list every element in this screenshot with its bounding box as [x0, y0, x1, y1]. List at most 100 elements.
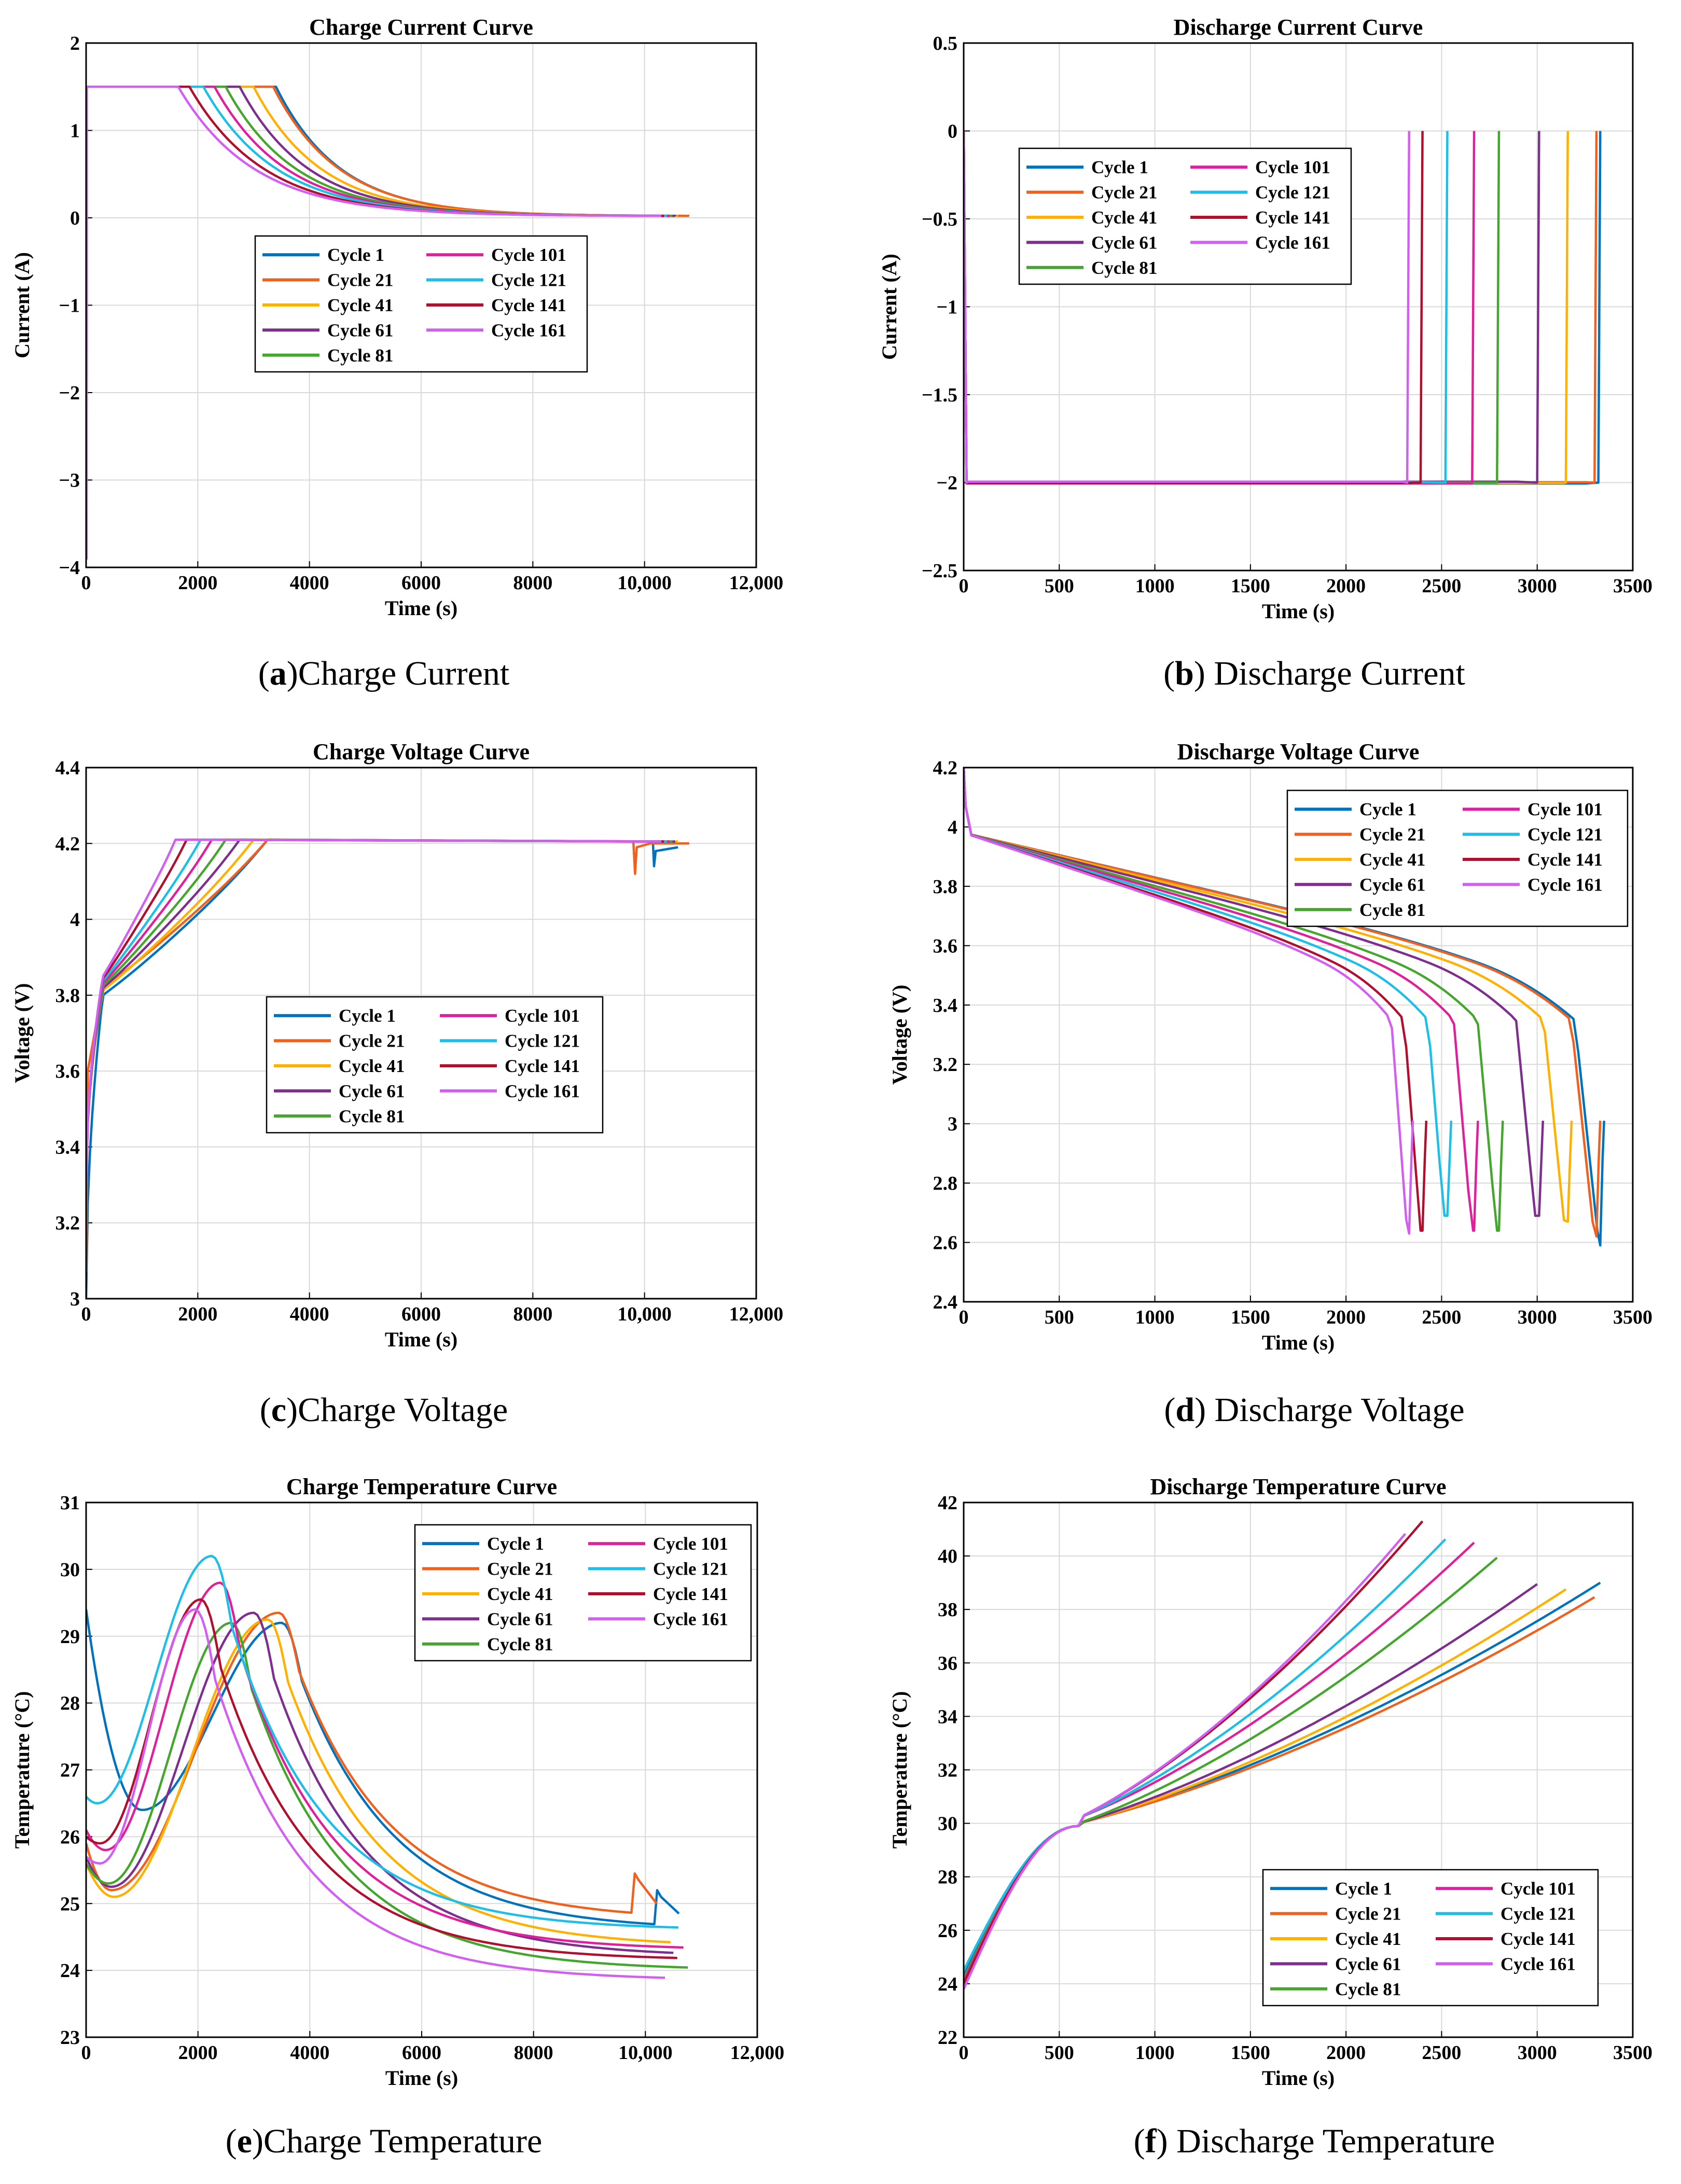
legend-label: Cycle 21	[1091, 183, 1157, 203]
series-line-cycle-121	[86, 1554, 679, 1929]
x-tick-label: 12,000	[729, 1303, 784, 1325]
series-line-cycle-81	[86, 1621, 688, 1969]
legend-label: Cycle 121	[653, 1559, 728, 1579]
caption-open-paren: (	[1134, 2122, 1145, 2160]
x-tick-label: 1000	[1135, 575, 1175, 597]
x-tick-label: 3500	[1613, 575, 1652, 597]
legend-label: Cycle 1	[1091, 157, 1148, 177]
legend-label: Cycle 21	[1335, 1904, 1401, 1924]
x-tick-label: 8000	[514, 2042, 553, 2064]
y-tick-label: 3.2	[933, 1054, 958, 1076]
series-line-cycle-101	[964, 768, 1479, 1232]
chart-panel-f: 0 500 1000 1500 2000 2500 3000 3500 22 24 26 28 30 32…	[888, 1474, 1652, 2160]
legend: Cycle 1 Cycle 21 Cycle 41 Cycle 61 Cycle 81 C…	[1262, 1869, 1599, 2007]
caption-close-paren: )	[1194, 1391, 1206, 1429]
legend-label: Cycle 161	[1527, 874, 1603, 895]
plot-frame	[85, 42, 757, 568]
legend-label: Cycle 101	[1501, 1879, 1576, 1899]
legend-label: Cycle 41	[1359, 850, 1425, 870]
panel-caption: (b) Discharge Current	[1163, 655, 1465, 692]
y-tick-label: 3.4	[933, 995, 958, 1017]
legend-label: Cycle 21	[339, 1031, 405, 1051]
chart-title: Discharge Voltage Curve	[1177, 739, 1420, 764]
y-axis-label: Voltage (V)	[10, 983, 34, 1083]
legend-label: Cycle 81	[487, 1634, 553, 1654]
legend: Cycle 1 Cycle 21 Cycle 41 Cycle 61 Cycle 81 C…	[254, 235, 588, 373]
y-tick-label: 30	[60, 1559, 80, 1581]
caption-close-paren: )	[1194, 655, 1205, 692]
chart-title: Discharge Temperature Curve	[1150, 1474, 1446, 1499]
legend-label: Cycle 41	[1335, 1929, 1401, 1949]
y-tick-label: 4.4	[55, 757, 80, 779]
x-axis-label: Time (s)	[385, 2066, 458, 2090]
caption-close-paren: )	[286, 1391, 298, 1429]
caption-open-paren: (	[1164, 1391, 1175, 1429]
x-tick-label: 3000	[1518, 1306, 1557, 1328]
legend-label: Cycle 161	[1255, 232, 1330, 253]
x-tick-label: 500	[1045, 1306, 1074, 1328]
y-tick-label: −4	[59, 557, 80, 579]
y-tick-label: 2	[70, 33, 80, 54]
y-axis-label: Temperature (°C)	[10, 1691, 34, 1849]
x-tick-label: 500	[1045, 575, 1074, 597]
legend-label: Cycle 121	[1527, 825, 1603, 845]
series-line-cycle-61	[86, 1611, 674, 1954]
chart-panel-d: 0 500 1000 1500 2000 2500 3000 3500 2.4 2.6 2.8 3 3.…	[888, 739, 1652, 1429]
series-group	[86, 1554, 688, 1979]
legend-label: Cycle 61	[1335, 1954, 1401, 1974]
panel-caption: (a)Charge Current	[258, 655, 509, 692]
caption-close-paren: )	[252, 2122, 263, 2160]
x-tick-label: 3500	[1613, 1306, 1652, 1328]
y-tick-label: 4	[948, 816, 957, 838]
legend-label: Cycle 61	[339, 1081, 405, 1101]
legend: Cycle 1 Cycle 21 Cycle 41 Cycle 61 Cycle 81 C…	[266, 996, 604, 1134]
y-tick-label: 24	[938, 1973, 957, 1995]
y-tick-label: 32	[938, 1760, 957, 1782]
x-tick-label: 2000	[1326, 2042, 1366, 2064]
legend-label: Cycle 101	[505, 1006, 580, 1026]
legend-label: Cycle 81	[1091, 258, 1157, 278]
x-axis-label: Time (s)	[1262, 2066, 1335, 2090]
legend-label: Cycle 101	[1527, 799, 1603, 819]
y-tick-label: 3.8	[933, 876, 958, 898]
x-tick-label: 3000	[1518, 575, 1557, 597]
x-tick-label: 1000	[1135, 2042, 1175, 2064]
legend-label: Cycle 1	[327, 245, 384, 265]
y-tick-label: 30	[938, 1813, 957, 1835]
panel-caption: (f) Discharge Temperature	[1134, 2122, 1495, 2160]
y-tick-label: 0	[948, 121, 957, 143]
y-tick-label: 4	[70, 909, 80, 931]
legend-label: Cycle 81	[339, 1106, 405, 1126]
x-axis-label: Time (s)	[385, 1328, 457, 1351]
chart-panel-a: 0 2000 4000 6000 8000 10,000 12,000 −4 −3 −2 −1 0 1 2…	[10, 15, 783, 692]
series-line-cycle-1	[86, 1609, 680, 1926]
plot-frame	[963, 42, 1634, 572]
y-tick-label: −3	[59, 470, 80, 492]
x-tick-label: 3500	[1613, 2042, 1652, 2064]
chart-title: Charge Current Curve	[309, 15, 533, 40]
x-axis-label: Time (s)	[1262, 1331, 1335, 1354]
y-tick-label: 28	[60, 1693, 80, 1715]
y-tick-label: −1.5	[922, 384, 957, 406]
x-tick-label: 0	[959, 2042, 969, 2064]
y-tick-label: 3	[948, 1114, 957, 1135]
legend-label: Cycle 101	[1255, 157, 1330, 177]
x-tick-label: 12,000	[730, 2042, 785, 2064]
y-tick-label: 2.4	[933, 1291, 958, 1313]
caption-text: Charge Voltage	[298, 1391, 508, 1429]
y-tick-label: 31	[60, 1492, 80, 1514]
y-tick-label: 27	[60, 1760, 80, 1782]
legend-label: Cycle 1	[1335, 1879, 1392, 1899]
y-tick-label: 38	[938, 1599, 957, 1621]
legend-label: Cycle 41	[487, 1584, 553, 1604]
x-tick-label: 4000	[290, 1303, 329, 1325]
x-tick-label: 2500	[1422, 575, 1461, 597]
legend-label: Cycle 141	[491, 295, 566, 315]
y-tick-label: 3.6	[55, 1061, 80, 1082]
y-tick-label: 24	[60, 1960, 80, 1982]
x-tick-label: 2000	[1326, 1306, 1366, 1328]
chart-panel-e: 0 2000 4000 6000 8000 10,000 12,000 23 24 25 26 27 2…	[10, 1474, 784, 2160]
caption-text: Discharge Voltage	[1206, 1391, 1465, 1429]
panel-caption: (c)Charge Voltage	[260, 1391, 508, 1429]
